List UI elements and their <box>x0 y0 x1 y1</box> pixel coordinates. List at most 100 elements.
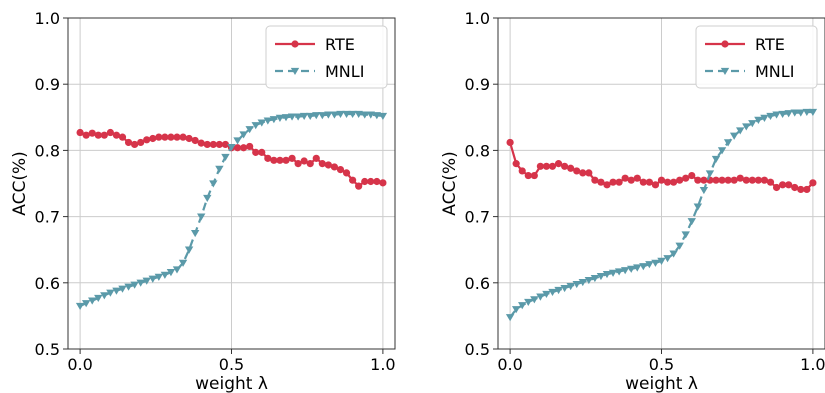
y-tick-label: 0.9 <box>35 75 60 94</box>
legend-marker-rte <box>291 40 299 48</box>
data-point <box>233 144 242 152</box>
data-point <box>94 131 102 139</box>
data-point <box>372 112 382 120</box>
data-point <box>736 127 745 135</box>
data-point <box>802 108 812 116</box>
y-axis-label: ACC(%) <box>10 151 30 216</box>
data-point <box>536 162 544 170</box>
data-point <box>88 297 97 305</box>
data-point <box>572 280 581 289</box>
data-point <box>724 176 732 184</box>
data-point <box>361 177 369 186</box>
data-point <box>651 259 660 267</box>
legend-label-rte: RTE <box>325 35 355 54</box>
legend-label-rte: RTE <box>755 35 785 54</box>
data-point <box>596 273 606 281</box>
data-point <box>608 269 618 277</box>
data-point <box>240 144 248 152</box>
data-point <box>772 111 781 119</box>
data-point <box>712 176 720 184</box>
data-point <box>585 169 593 177</box>
data-point <box>742 176 750 184</box>
data-point <box>342 169 351 177</box>
y-tick-label: 0.7 <box>35 208 60 227</box>
data-point <box>112 131 121 139</box>
data-point <box>173 133 181 141</box>
data-point <box>530 171 538 180</box>
data-point <box>318 112 327 120</box>
data-point <box>597 178 605 186</box>
data-point <box>760 176 769 184</box>
data-point <box>796 109 805 117</box>
data-point <box>227 143 236 152</box>
data-point <box>270 156 278 164</box>
data-point <box>657 257 666 265</box>
legend-marker-rte <box>721 40 729 48</box>
data-point <box>179 133 187 141</box>
data-point <box>124 138 133 147</box>
data-point <box>561 162 569 170</box>
data-point <box>717 147 727 155</box>
data-point <box>518 302 527 310</box>
data-point <box>639 178 647 186</box>
data-point <box>729 132 739 140</box>
data-point <box>300 157 308 165</box>
data-point <box>112 287 121 295</box>
data-point <box>718 176 726 184</box>
data-point <box>676 176 684 184</box>
legend: RTE MNLI <box>265 25 388 89</box>
legend-label-mnli: MNLI <box>325 62 364 81</box>
data-point <box>312 154 320 162</box>
data-point <box>318 160 326 168</box>
data-point <box>276 156 284 164</box>
data-point <box>779 181 787 189</box>
data-point <box>154 273 164 281</box>
data-point <box>166 269 176 277</box>
y-tick-label: 0.5 <box>35 340 60 359</box>
data-point <box>627 176 635 184</box>
y-tick-label: 0.6 <box>35 274 60 293</box>
x-tick-label: 1.0 <box>370 355 395 374</box>
y-tick-label: 0.8 <box>35 141 60 160</box>
y-tick-label: 0.9 <box>465 75 490 94</box>
data-point <box>736 174 744 182</box>
data-point <box>518 167 526 175</box>
data-point <box>184 246 194 254</box>
data-point <box>620 267 630 275</box>
data-point <box>784 110 793 118</box>
data-point <box>245 126 254 134</box>
data-point <box>197 139 205 147</box>
data-point <box>797 185 805 194</box>
data-point <box>785 181 793 189</box>
data-point <box>124 283 133 291</box>
x-tick-label: 0.0 <box>497 355 522 374</box>
data-point <box>143 136 151 144</box>
data-point <box>312 112 321 120</box>
data-point <box>373 177 381 186</box>
data-point <box>100 131 108 139</box>
y-tick-label: 1.0 <box>35 9 60 28</box>
data-point <box>663 178 672 186</box>
data-point <box>639 263 648 271</box>
x-tick-label: 0.5 <box>219 355 244 374</box>
data-point <box>136 279 145 287</box>
data-point <box>203 194 212 203</box>
data-point <box>379 179 387 187</box>
y-tick-label: 0.8 <box>465 141 490 160</box>
series-rte <box>76 128 387 190</box>
data-point <box>264 154 272 162</box>
data-point <box>711 155 721 163</box>
data-point <box>548 162 557 170</box>
data-point <box>76 128 84 137</box>
data-point <box>155 133 163 141</box>
data-point <box>275 114 285 122</box>
data-point <box>288 154 296 162</box>
series-mnli <box>75 110 388 310</box>
data-point <box>239 131 248 139</box>
data-point <box>614 268 624 276</box>
data-point <box>645 178 653 186</box>
data-point <box>269 116 279 124</box>
data-point <box>723 139 733 147</box>
data-point <box>252 148 260 156</box>
data-point <box>81 300 91 308</box>
